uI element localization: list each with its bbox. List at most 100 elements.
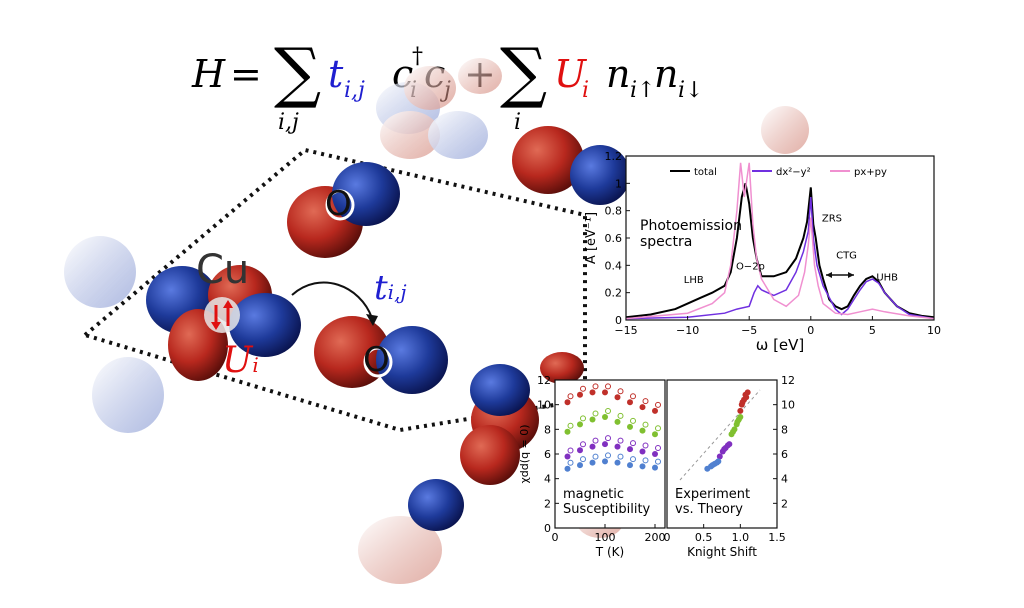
eq-h: H	[192, 52, 226, 96]
y-tick-label: 1.2	[605, 150, 623, 163]
y-tick-label: 8	[781, 423, 788, 436]
knight-shift-fit-line	[679, 389, 761, 481]
eq-n2: n	[654, 52, 679, 96]
data-point-open	[580, 385, 586, 392]
data-point	[614, 443, 621, 450]
data-point	[639, 404, 646, 411]
eq-u-sub: i	[582, 78, 590, 103]
data-point-open	[655, 425, 661, 432]
o-label-2: O	[363, 340, 390, 380]
eq-sum-1: ∑	[274, 34, 322, 111]
unit-cell-outline	[83, 147, 587, 433]
orbital-blue-bottom	[408, 479, 464, 531]
eq-n2-sub: i↓	[678, 78, 704, 103]
data-point	[577, 391, 583, 398]
data-point-open	[630, 417, 636, 424]
data-point	[589, 389, 596, 396]
data-point	[602, 458, 608, 465]
legend-entry: px+py	[854, 167, 887, 178]
series-line-1	[625, 196, 935, 320]
photoemission-annotation: Photoemission spectra	[640, 218, 742, 250]
background-orbitals	[64, 58, 809, 584]
eq-t-sub: i,j	[344, 78, 365, 103]
peak-label: LHB	[684, 275, 704, 286]
peak-label: O−2p	[736, 261, 765, 272]
y-tick-label: 0.2	[605, 287, 623, 300]
y-tick-label: 0.6	[605, 232, 623, 245]
peak-label: ZRS	[822, 214, 842, 225]
data-point-open	[655, 401, 661, 408]
eq-equals: =	[230, 52, 262, 96]
data-point	[739, 399, 746, 406]
data-point-open	[567, 447, 574, 454]
data-point	[744, 389, 751, 396]
susceptibility-xlabel: T (K)	[595, 545, 624, 559]
data-point-open	[567, 393, 574, 400]
data-point	[652, 451, 658, 457]
y-tick-label: 2	[781, 497, 788, 510]
data-point	[737, 407, 744, 414]
data-point	[564, 465, 571, 472]
y-tick-label: 6	[781, 448, 788, 461]
data-point-open	[630, 456, 636, 463]
y-tick-label: 12	[781, 374, 795, 387]
eq-sum-2-index: i	[514, 110, 522, 135]
data-point	[627, 462, 633, 469]
hopping-label: ti,j	[374, 268, 407, 308]
data-point	[639, 427, 646, 434]
data-point	[614, 459, 621, 466]
data-point-open	[580, 415, 586, 422]
y-tick-label: 10	[537, 399, 551, 412]
data-point	[652, 431, 658, 438]
photoemission-xlabel: ω [eV]	[756, 336, 805, 354]
y-tick-label: 12	[537, 374, 551, 387]
peak-label: UHB	[876, 272, 898, 283]
y-tick-label: 10	[781, 399, 795, 412]
data-point-open	[592, 383, 599, 390]
x-tick-label: −15	[614, 324, 637, 337]
y-tick-label: 4	[544, 473, 551, 486]
x-tick-label: 100	[595, 531, 616, 544]
data-point	[627, 423, 633, 430]
data-point	[737, 414, 744, 420]
data-point	[715, 458, 722, 465]
y-tick-label: 8	[544, 423, 551, 436]
eq-n1-sub: i↑	[630, 78, 656, 103]
x-tick-label: 0	[807, 324, 814, 337]
y-tick-label: 0.4	[605, 259, 623, 272]
y-tick-label: 1	[615, 177, 622, 190]
cu-orbital-blue-right	[229, 293, 301, 357]
x-tick-label: 5	[869, 324, 876, 337]
data-point	[627, 399, 633, 406]
panel-annotation: magnetic Susceptibility	[563, 487, 651, 517]
hopping-arrow	[291, 281, 373, 319]
knight-shift-xlabel: Knight Shift	[687, 545, 757, 559]
data-point-open	[617, 412, 624, 419]
data-point-open	[642, 421, 649, 428]
data-point	[602, 441, 608, 448]
data-point	[602, 414, 608, 420]
cu-label: Cu	[196, 247, 250, 293]
data-point-open	[630, 440, 636, 447]
data-point	[709, 462, 716, 469]
data-point-open	[605, 383, 611, 390]
data-point-open	[605, 435, 611, 442]
data-point	[639, 463, 646, 470]
data-point	[730, 428, 736, 435]
data-point-open	[642, 457, 649, 464]
data-point-open	[567, 422, 574, 429]
x-tick-label: 1.5	[768, 531, 786, 544]
x-tick-label: 0.5	[695, 531, 713, 544]
o-orbital-red-2	[314, 316, 390, 388]
o-atom-ring-1	[325, 189, 355, 221]
eq-sum-1-index: i,j	[278, 110, 299, 135]
data-point	[716, 453, 723, 460]
o-orbital-blue-top	[570, 145, 630, 205]
data-point	[564, 399, 571, 406]
y-tick-label: 2	[544, 497, 551, 510]
data-point	[734, 418, 741, 425]
x-tick-label: 0	[552, 531, 559, 544]
y-tick-label: 0	[544, 522, 551, 535]
